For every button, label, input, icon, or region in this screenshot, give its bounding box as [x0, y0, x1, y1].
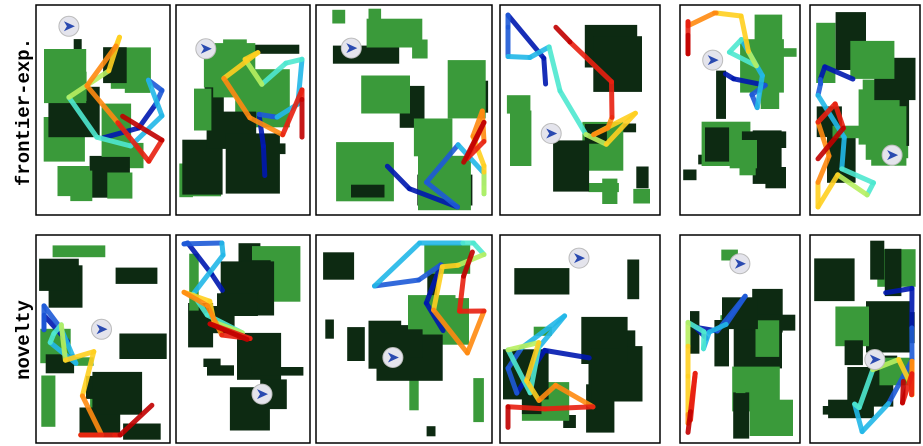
map-block	[332, 10, 345, 24]
map-block	[347, 327, 365, 361]
trajectory	[508, 407, 545, 409]
map-block	[323, 252, 354, 279]
map-panel	[36, 235, 170, 443]
map-block	[414, 119, 453, 157]
map-block	[412, 40, 428, 59]
map-block	[683, 170, 696, 181]
map-panel	[176, 235, 310, 443]
map-block	[507, 95, 531, 113]
panels	[36, 5, 920, 443]
map-block	[716, 71, 726, 119]
map-block	[866, 301, 910, 352]
trajectory	[263, 146, 264, 176]
map-block	[553, 140, 589, 191]
trajectory	[716, 13, 741, 16]
map-block	[58, 166, 90, 196]
map-block	[325, 320, 334, 339]
map-block	[845, 340, 863, 365]
map-block	[593, 36, 642, 92]
map-block	[361, 76, 410, 114]
map-block	[730, 140, 757, 168]
map-block	[627, 260, 639, 300]
map-block	[636, 167, 648, 189]
map-block	[41, 376, 55, 427]
map-block	[53, 245, 106, 257]
row-label: novelty	[13, 300, 35, 380]
map-block	[814, 258, 854, 301]
map-block	[351, 185, 385, 198]
map-block	[850, 41, 894, 79]
map-block	[39, 259, 79, 291]
map-panel	[810, 5, 920, 215]
map-panel	[680, 5, 800, 215]
trajectory	[688, 412, 691, 433]
map-block	[92, 372, 142, 415]
trajectory	[612, 82, 613, 118]
figure: frontier-exp. novelty	[0, 0, 923, 446]
trajectory	[545, 407, 593, 409]
map-block	[633, 189, 650, 204]
map-block	[816, 23, 835, 83]
map-block	[835, 307, 869, 347]
map-panel	[810, 235, 920, 443]
map-block	[427, 426, 436, 436]
map-block	[514, 268, 569, 294]
map-panel	[680, 235, 800, 443]
map-block	[119, 334, 166, 360]
map-block	[510, 111, 531, 167]
map-panel	[500, 5, 660, 215]
map-block	[823, 406, 854, 415]
map-panel	[316, 235, 492, 443]
trajectory	[903, 381, 904, 403]
map-panel	[36, 5, 170, 215]
map-block	[756, 320, 780, 357]
map-block	[252, 367, 304, 376]
map-block	[448, 60, 486, 118]
map-block	[203, 359, 220, 367]
trajectory	[508, 57, 530, 58]
map-panel	[500, 235, 660, 443]
trajectory	[842, 137, 845, 168]
row-label: frontier-exp.	[13, 38, 35, 186]
map-block	[705, 127, 729, 161]
map-block	[870, 241, 884, 280]
map-block	[733, 392, 749, 438]
trajectory	[544, 58, 546, 84]
trajectory	[184, 243, 222, 244]
map-block	[591, 348, 619, 401]
map-block	[602, 179, 617, 204]
map-block	[107, 173, 132, 199]
map-block	[473, 378, 484, 422]
map-block	[736, 373, 746, 393]
map-block	[194, 89, 211, 131]
map-block	[116, 268, 158, 284]
map-block	[217, 293, 258, 316]
map-panel	[176, 5, 310, 215]
map-block	[226, 133, 280, 193]
map-panel	[316, 5, 492, 215]
map-block	[369, 9, 382, 39]
map-block	[750, 400, 793, 436]
